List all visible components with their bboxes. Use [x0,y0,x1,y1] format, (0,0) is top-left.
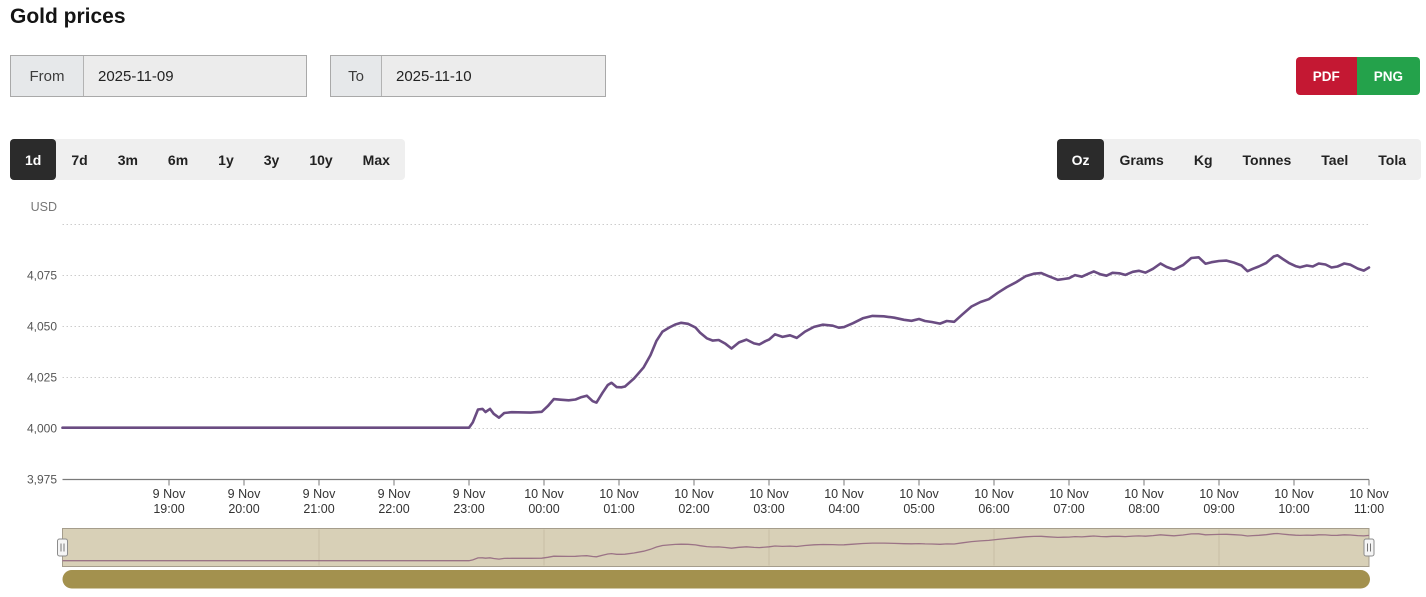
unit-tab-tael[interactable]: Tael [1321,151,1349,168]
export-png-button[interactable]: PNG [1356,57,1420,95]
y-axis-label: 4,050 [27,320,57,334]
unit-tab-kg[interactable]: Kg [1193,151,1213,168]
to-date-input[interactable]: 2025-11-10 [396,67,472,85]
y-axis-label: 4,000 [27,422,57,436]
x-axis-label: 10 Nov 04:00 [824,487,864,516]
range-tab-10y[interactable]: 10y [309,151,333,168]
range-tab-1d[interactable]: 1d [10,139,57,180]
x-axis-label: 10 Nov 09:00 [1199,487,1239,516]
from-date-input[interactable]: 2025-11-09 [98,67,174,85]
x-axis-label: 10 Nov 06:00 [974,487,1014,516]
export-pdf-button[interactable]: PDF [1295,57,1357,95]
page-title: Gold prices [10,5,126,28]
export-buttons: PDF PNG [1295,57,1420,95]
from-label: From [11,56,84,96]
currency-label: USD [31,200,57,214]
x-axis-label: 9 Nov 21:00 [303,487,336,516]
unit-tab-oz[interactable]: Oz [1056,139,1105,180]
x-axis-label: 9 Nov 22:00 [378,487,411,516]
to-date-control: To 2025-11-10 [330,55,606,97]
unit-tab-tola[interactable]: Tola [1378,151,1406,168]
y-axis-label: 4,025 [27,371,57,385]
y-axis-label: 4,075 [27,269,57,283]
unit-tab-tonnes[interactable]: Tonnes [1242,151,1292,168]
unit-tab-grams[interactable]: Grams [1119,151,1164,168]
scrollbar-thumb[interactable] [62,570,1371,589]
range-tab-6m[interactable]: 6m [167,151,189,168]
navigator-line [62,532,1370,562]
x-axis-label: 10 Nov 11:00 [1349,487,1389,516]
x-axis-label: 10 Nov 00:00 [524,487,564,516]
price-line [61,254,1371,430]
x-axis-label: 10 Nov 03:00 [749,487,789,516]
x-axis-label: 9 Nov 19:00 [153,487,186,516]
range-tab-1y[interactable]: 1y [218,151,234,168]
range-tab-3y[interactable]: 3y [263,151,280,168]
to-label: To [331,56,382,96]
from-date-control: From 2025-11-09 [10,55,307,97]
x-axis-label: 10 Nov 08:00 [1124,487,1164,516]
range-tab-3m[interactable]: 3m [117,151,138,168]
x-axis-label: 9 Nov 23:00 [453,487,486,516]
unit-tabs: Oz Grams Kg Tonnes Tael Tola [1056,139,1421,180]
x-axis-label: 10 Nov 02:00 [674,487,714,516]
navigator-left-handle[interactable] [57,538,68,557]
range-tabs: 1d 7d 3m 6m 1y 3y 10y Max [10,139,405,180]
range-tab-7d[interactable]: 7d [71,151,88,168]
x-axis-label: 10 Nov 01:00 [599,487,639,516]
y-axis-label: 3,975 [27,473,57,487]
x-axis-label: 10 Nov 05:00 [899,487,939,516]
x-axis-label: 10 Nov 07:00 [1049,487,1089,516]
x-axis-label: 9 Nov 20:00 [228,487,261,516]
range-tab-max[interactable]: Max [362,151,390,168]
x-axis-label: 10 Nov 10:00 [1274,487,1314,516]
navigator-right-handle[interactable] [1363,538,1375,557]
plot-area[interactable] [63,225,1370,480]
